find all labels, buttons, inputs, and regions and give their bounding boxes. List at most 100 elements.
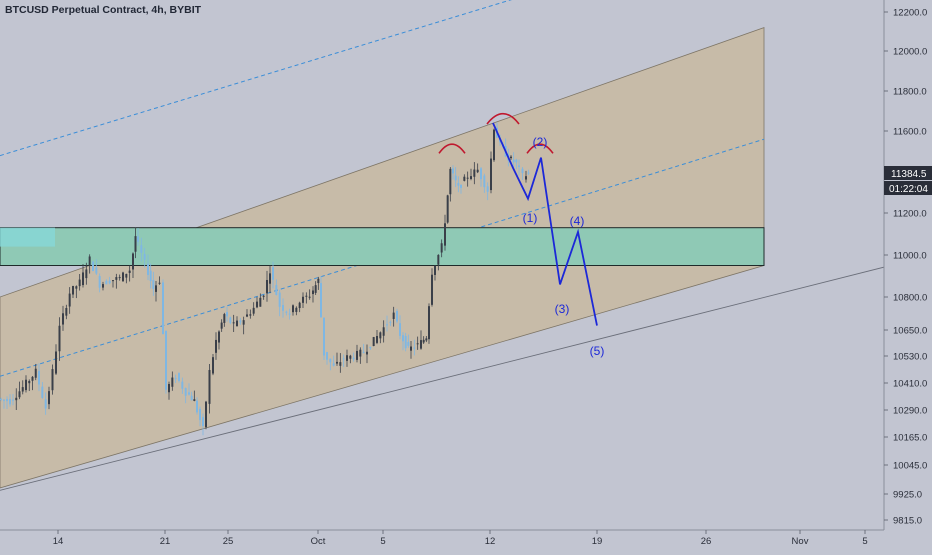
candle-body: [171, 377, 174, 387]
candle-body: [152, 280, 155, 290]
candle-body: [115, 277, 118, 280]
pattern-arc-1: [486, 112, 520, 125]
candle-body: [155, 285, 157, 292]
candle-body: [132, 253, 134, 270]
candle-body: [282, 305, 284, 311]
candle-body: [82, 272, 84, 286]
candle-body: [493, 129, 495, 161]
candle-body: [122, 272, 124, 282]
price-tick-label: 10530.0: [893, 352, 927, 363]
candle-body: [527, 172, 530, 174]
candle-body: [259, 297, 262, 307]
time-scale-panel[interactable]: [0, 530, 884, 550]
wave-labels-layer: (1) (2) (3) (4) (5): [523, 135, 605, 358]
candle-body: [88, 256, 91, 266]
candle-body: [98, 276, 101, 288]
candle-body: [223, 314, 226, 323]
candle-body: [463, 176, 466, 181]
candle-body: [396, 310, 398, 322]
candle-body: [34, 368, 37, 378]
candle-body: [252, 307, 255, 314]
time-tick-label: 12: [485, 536, 496, 547]
price-tick-label: 10650.0: [893, 326, 927, 337]
candle-body: [359, 349, 362, 357]
wave-label: (3): [555, 302, 570, 316]
candle-body: [466, 177, 469, 179]
price-tick-label: 12200.0: [893, 8, 927, 19]
candle-body: [288, 313, 291, 315]
resistance-zone: [0, 227, 765, 266]
candle-body: [28, 380, 31, 384]
candle-body: [278, 292, 281, 307]
time-tick-label: Nov: [792, 536, 809, 547]
last-price-value: 11384.5: [891, 169, 927, 180]
candle-body: [6, 399, 8, 402]
candle-body: [369, 346, 372, 349]
candle-body: [510, 156, 512, 159]
candle-body: [428, 306, 430, 340]
candle-body: [262, 295, 265, 297]
candle-body: [165, 330, 167, 390]
price-tick-label: 10800.0: [893, 293, 927, 304]
candle-body: [215, 339, 217, 353]
candle-body: [181, 381, 184, 389]
candle-body: [202, 417, 204, 427]
candle-body: [454, 175, 457, 181]
candle-body: [242, 320, 245, 325]
candle-body: [308, 296, 311, 298]
candle-body: [92, 261, 94, 272]
candle-body: [226, 312, 228, 317]
candle-body: [379, 332, 382, 339]
candle-body: [285, 311, 288, 313]
candle-body: [0, 398, 2, 400]
candle-body: [356, 350, 358, 360]
candle-body: [342, 358, 345, 360]
candle-body: [118, 277, 121, 279]
candle-body: [305, 295, 308, 297]
candle-body: [457, 182, 460, 186]
candle-body: [434, 265, 436, 275]
zone-highlight: [0, 227, 55, 247]
candle-body: [275, 285, 278, 295]
candle-body: [437, 254, 440, 265]
candle-body: [486, 186, 489, 192]
time-tick-label: 5: [380, 536, 385, 547]
candle-body: [332, 363, 335, 366]
candle-body: [205, 401, 207, 428]
candle-body: [480, 168, 482, 180]
candle-body: [329, 358, 332, 363]
price-tick-label: 10045.0: [893, 461, 927, 472]
candle-body: [470, 176, 472, 179]
time-scale-ticks: 14 21 25 Oct 5 12 19 26 Nov 5: [53, 530, 868, 547]
price-tick-label: 11200.0: [893, 209, 927, 220]
chart-title-text: BTCUSD Perpetual Contract, 4h, BYBIT: [5, 4, 202, 16]
lower-trendline: [0, 254, 932, 491]
candle-body: [339, 362, 342, 366]
candle-body: [326, 352, 328, 360]
candle-body: [518, 165, 520, 167]
candle-body: [85, 269, 88, 279]
candle-body: [386, 324, 388, 326]
candle-body: [229, 317, 232, 323]
candle-body: [362, 352, 365, 354]
candle-body: [95, 267, 98, 274]
candle-body: [317, 278, 320, 284]
candle-body: [75, 286, 78, 289]
price-tick-label: 10290.0: [893, 406, 927, 417]
candle-body: [256, 301, 258, 308]
candle-body: [41, 386, 44, 398]
candle-body: [352, 357, 355, 360]
price-scale-panel[interactable]: [884, 0, 932, 550]
candle-body: [68, 293, 71, 307]
time-tick-label: 14: [53, 536, 64, 547]
candle-body: [147, 263, 149, 275]
candle-body: [425, 338, 428, 341]
time-tick-label: Oct: [311, 536, 326, 547]
candle-body: [102, 284, 104, 288]
candle-body: [72, 285, 74, 295]
candle-body: [232, 322, 235, 324]
candle-body: [125, 273, 128, 278]
candle-body: [392, 312, 395, 319]
candle-body: [12, 399, 14, 401]
